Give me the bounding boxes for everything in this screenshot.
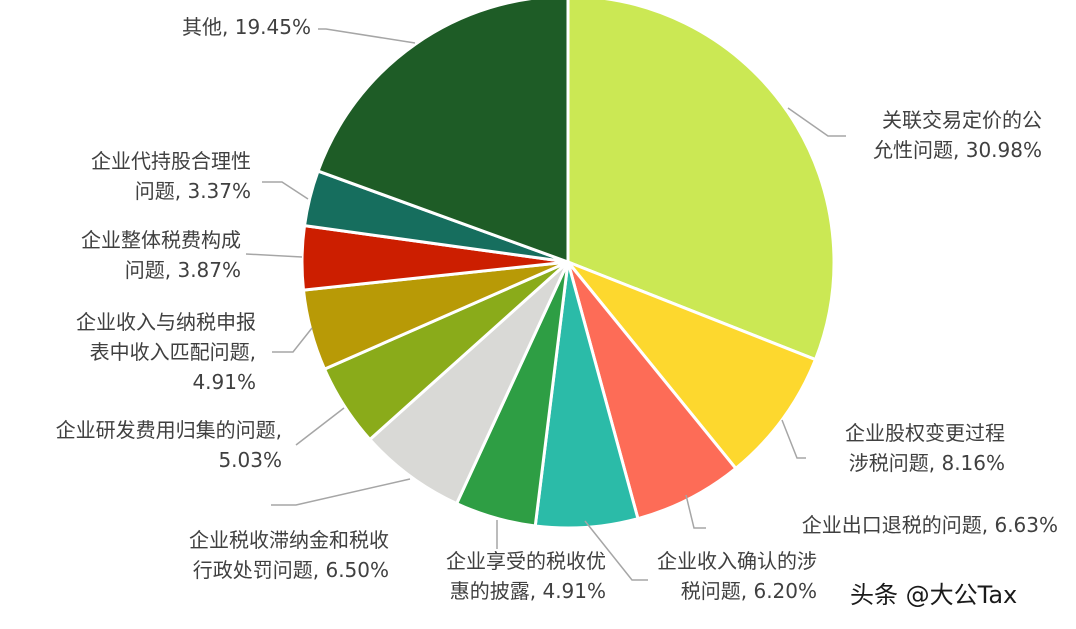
leader-line-8 bbox=[272, 327, 313, 353]
slice-label-6: 企业税收滞纳金和税收行政处罚问题, 6.50% bbox=[189, 528, 389, 582]
leader-line-6 bbox=[271, 478, 411, 506]
slice-label-7: 企业研发费用归集的问题, 5.03% bbox=[56, 418, 282, 472]
pie-slice-3 bbox=[566, 261, 738, 521]
leader-line-3 bbox=[685, 494, 706, 529]
slice-label-9: 企业整体税费构成问题, 3.87% bbox=[81, 228, 241, 282]
slice-labels: 关联交易定价的公允性问题, 30.98% 企业股权变更过程涉税问题, 8.16% 企… bbox=[56, 15, 1058, 603]
watermark-text: 头条 @大公Tax bbox=[850, 581, 1017, 609]
leader-line-11 bbox=[318, 28, 416, 44]
slice-label-8: 企业收入与纳税申报表中收入匹配问题, 4.91% bbox=[76, 310, 256, 394]
leader-line-2 bbox=[781, 419, 806, 459]
leader-lines bbox=[245, 28, 846, 581]
pie-slice-1 bbox=[566, 0, 836, 362]
leader-line-9 bbox=[245, 253, 303, 258]
slice-label-1: 关联交易定价的公允性问题, 30.98% bbox=[873, 108, 1042, 162]
leader-line-4 bbox=[584, 520, 648, 581]
slice-label-10: 企业代持股合理性问题, 3.37% bbox=[91, 149, 251, 203]
slice-label-3: 企业出口退税的问题, 6.63% bbox=[802, 513, 1058, 537]
pie-slices bbox=[300, 0, 836, 530]
pie-slice-11 bbox=[316, 0, 570, 265]
leader-line-10 bbox=[262, 181, 309, 200]
slice-label-5: 企业享受的税收优惠的披露, 4.91% bbox=[446, 549, 606, 603]
leader-line-1 bbox=[787, 107, 846, 137]
pie-slice-2 bbox=[563, 258, 818, 471]
slice-label-4: 企业收入确认的涉税问题, 6.20% bbox=[657, 549, 817, 603]
leader-line-7 bbox=[295, 407, 345, 446]
slice-label-11: 其他, 19.45% bbox=[182, 15, 311, 39]
slice-label-2: 企业股权变更过程涉税问题, 8.16% bbox=[845, 421, 1005, 475]
